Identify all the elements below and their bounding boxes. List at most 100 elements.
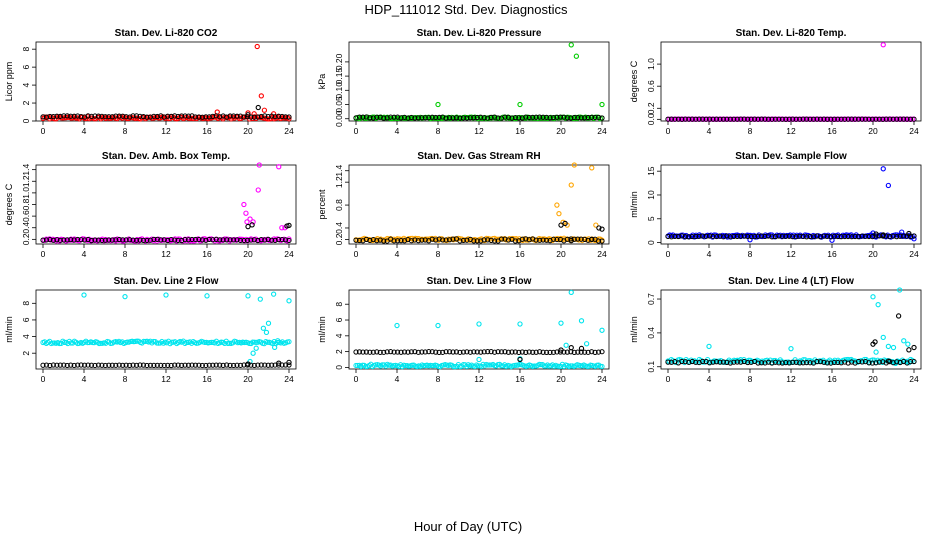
data-point — [75, 362, 81, 368]
data-point — [698, 116, 704, 122]
data-point — [849, 116, 855, 122]
data-point — [440, 349, 446, 355]
plot-frame — [348, 41, 610, 122]
data-point — [120, 113, 126, 119]
data-point-outlier — [279, 225, 285, 231]
x-tick-label: 24 — [909, 249, 919, 259]
data-point — [814, 359, 820, 365]
x-tick-label: 16 — [515, 249, 525, 259]
y-tick-label: 0.4 — [334, 222, 344, 234]
data-point — [595, 114, 602, 120]
data-point — [356, 237, 363, 244]
data-point — [526, 349, 532, 355]
y-tick-label: 1.0 — [21, 187, 31, 199]
data-point-outlier — [286, 222, 292, 229]
data-point — [509, 349, 515, 355]
data-point — [523, 349, 529, 355]
data-point — [40, 114, 46, 120]
data-point — [911, 116, 917, 122]
data-point — [862, 116, 869, 122]
data-point — [679, 116, 685, 122]
data-point — [776, 360, 782, 366]
data-point — [575, 349, 581, 355]
data-point — [772, 116, 779, 122]
data-point — [907, 358, 914, 365]
y-axis-label: Licor ppm — [4, 62, 14, 102]
data-point — [360, 114, 366, 120]
data-point — [481, 237, 487, 243]
data-point — [599, 115, 605, 121]
data-point — [790, 359, 796, 365]
data-point — [693, 116, 699, 122]
data-point — [724, 359, 730, 365]
data-point — [234, 113, 240, 119]
data-point — [752, 233, 758, 240]
y-tick-label: 5 — [646, 216, 656, 221]
data-point — [530, 349, 536, 355]
data-point — [866, 116, 872, 122]
data-point — [592, 349, 598, 355]
data-point — [415, 349, 421, 355]
data-point-outlier — [568, 182, 574, 188]
data-point-outlier — [163, 292, 169, 298]
data-point — [429, 236, 435, 242]
data-point — [783, 359, 789, 366]
data-point — [123, 362, 129, 368]
data-point — [185, 113, 192, 119]
data-point — [394, 114, 401, 120]
data-point — [227, 362, 233, 368]
data-point — [412, 349, 418, 355]
x-tick-label: 16 — [515, 126, 525, 136]
data-point — [672, 233, 678, 239]
data-point — [50, 114, 56, 120]
plot-frame — [35, 289, 297, 370]
x-tick-label: 12 — [474, 126, 484, 136]
x-tick-label: 24 — [284, 249, 294, 259]
x-tick-label: 4 — [82, 374, 87, 384]
data-point — [248, 362, 254, 368]
panel-9: Stan. Dev. Line 4 (LT) Flow 0 4 8 12 16 20 24 0.… — [629, 276, 922, 384]
y-tick-label: 0.4 — [21, 222, 31, 234]
data-point — [464, 349, 470, 355]
data-point — [807, 116, 813, 122]
y-tick-label: 2 — [21, 351, 31, 356]
data-point — [262, 113, 268, 119]
data-point — [220, 362, 226, 368]
data-point — [752, 116, 758, 122]
data-point — [800, 233, 806, 239]
data-point-outlier — [568, 289, 574, 296]
data-point — [585, 114, 591, 121]
y-tick-label: 8 — [21, 301, 31, 306]
data-point — [471, 349, 477, 355]
series-rh — [353, 162, 605, 244]
series-line3-hourly — [353, 345, 605, 363]
data-point — [161, 237, 167, 243]
data-point — [869, 360, 876, 366]
data-point — [57, 113, 63, 120]
data-point-outlier — [885, 182, 892, 189]
data-point — [206, 236, 212, 243]
data-point — [192, 362, 199, 368]
data-point — [727, 360, 733, 366]
data-point — [178, 237, 185, 244]
data-point — [734, 116, 740, 122]
data-point — [199, 237, 205, 243]
y-tick-label: 0.6 — [646, 80, 656, 92]
data-point — [99, 237, 105, 244]
data-point — [460, 115, 467, 121]
series-boxtemp — [40, 162, 292, 244]
data-point — [731, 359, 737, 365]
data-point — [102, 237, 108, 243]
data-point — [353, 349, 359, 355]
data-point — [502, 349, 508, 355]
data-point — [901, 116, 907, 122]
data-point — [713, 116, 720, 122]
data-point — [50, 362, 56, 368]
data-point-outlier — [885, 358, 892, 364]
data-point — [443, 349, 449, 355]
data-point — [821, 359, 827, 365]
